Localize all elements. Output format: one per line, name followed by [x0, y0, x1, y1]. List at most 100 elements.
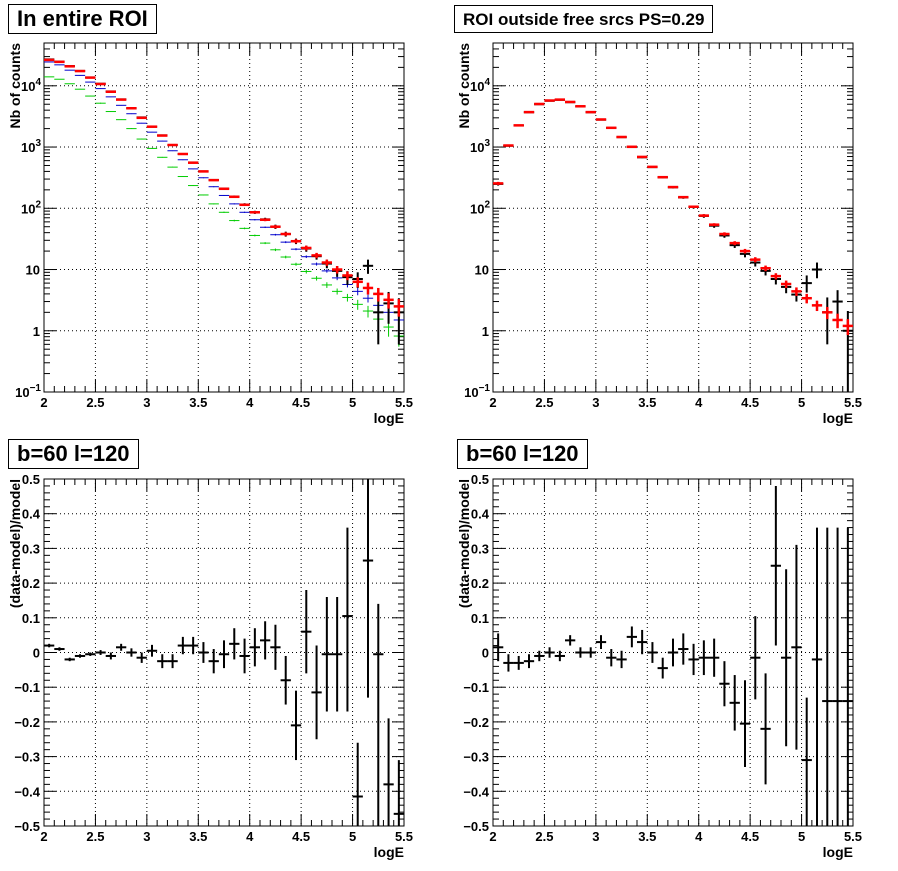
- data-point: [719, 661, 730, 707]
- data-point: [301, 590, 312, 674]
- data-point: [146, 147, 158, 149]
- data-point: [811, 300, 823, 312]
- x-axis-label: logE: [374, 410, 404, 426]
- data-point: [188, 636, 199, 655]
- series-blue: [44, 61, 404, 329]
- data-point: [362, 305, 374, 318]
- y-axis-label: Nb of counts: [456, 43, 472, 129]
- data-point: [208, 649, 219, 674]
- x-tick-label: 5.5: [395, 395, 413, 410]
- y-tick-label: −0.4: [14, 784, 40, 799]
- data-point: [729, 241, 740, 246]
- data-point: [136, 652, 147, 663]
- data-point: [249, 219, 260, 221]
- data-point: [342, 293, 353, 302]
- data-point: [301, 245, 312, 251]
- data-point: [760, 673, 771, 785]
- data-point: [239, 227, 250, 230]
- data-point: [136, 138, 147, 140]
- data-point: [311, 276, 322, 281]
- x-tick-label: 4: [246, 829, 254, 844]
- chart-svg: 2 2.5 3 3.5 4 4.5 5 5.5 10−1 1 10 102 103 104 logE Nb o…: [456, 42, 862, 426]
- data-point: [260, 218, 271, 222]
- data-point: [136, 122, 147, 124]
- data-point: [342, 527, 353, 712]
- data-point: [188, 161, 199, 164]
- data-point: [352, 287, 363, 296]
- data-point: [198, 177, 209, 179]
- data-point: [85, 652, 96, 656]
- y-tick-label: 103: [470, 138, 490, 155]
- x-tick-label: 2: [40, 395, 47, 410]
- data-point: [95, 650, 106, 655]
- data-point: [678, 633, 689, 665]
- data-point: [146, 125, 158, 128]
- x-tick-labels: 2 2.5 3 3.5 4 4.5 5 5.5: [489, 395, 862, 410]
- data-point: [218, 194, 230, 196]
- data-point: [688, 643, 699, 676]
- data-point: [801, 293, 812, 304]
- data-point: [280, 241, 291, 244]
- x-tick-label: 3.5: [638, 829, 656, 844]
- x-tick-label: 3: [143, 829, 150, 844]
- y-tick-label: 10: [475, 263, 489, 278]
- data-point: [544, 99, 555, 102]
- data-point: [647, 642, 658, 663]
- y-tick-label: 0.1: [22, 611, 40, 626]
- data-point: [249, 628, 260, 667]
- x-tick-label: 3: [592, 829, 599, 844]
- data-point: [565, 100, 576, 104]
- y-tick-label: −0.2: [463, 715, 489, 730]
- data-point: [667, 185, 679, 189]
- y-tick-label: −0.2: [14, 715, 40, 730]
- data-point: [842, 527, 853, 826]
- data-point: [239, 203, 250, 207]
- y-tick-label: −0.5: [14, 819, 40, 834]
- chart-svg: 2 2.5 3 3.5 4 4.5 5 5.5 −0.5 −0.4 −0.3 −0.2 −0.1 0 0.1…: [7, 472, 413, 860]
- axis-ticks: [492, 42, 854, 393]
- data-point: [239, 638, 250, 674]
- data-point: [290, 690, 302, 761]
- y-tick-label: 103: [21, 138, 41, 155]
- data-point: [105, 111, 116, 113]
- x-tick-label: 2.5: [535, 395, 553, 410]
- data-point: [167, 166, 178, 168]
- data-point: [362, 294, 374, 303]
- data-point: [311, 252, 322, 259]
- data-point: [188, 168, 199, 170]
- y-axis-label: (data-model)/model: [456, 479, 472, 608]
- series-black: [493, 98, 853, 392]
- data-point: [493, 633, 504, 662]
- data-point: [760, 265, 771, 272]
- series-black: [44, 479, 404, 826]
- data-point: [657, 175, 668, 179]
- data-point: [311, 262, 322, 266]
- data-point: [832, 527, 843, 826]
- data-point: [554, 98, 565, 101]
- data-point: [822, 527, 833, 826]
- y-tick-label: 0.3: [471, 541, 489, 556]
- data-point: [290, 248, 302, 251]
- y-tick-label: 1: [33, 324, 40, 339]
- data-point: [177, 176, 188, 178]
- data-point: [811, 527, 823, 826]
- x-tick-label: 4.5: [292, 395, 310, 410]
- plot-panel-counts-outside-free-srcs: 2 2.5 3 3.5 4 4.5 5 5.5 10−1 1 10 102 103 104 logE Nb o…: [449, 0, 898, 435]
- data-point: [280, 655, 291, 705]
- data-point: [801, 697, 812, 826]
- data-point: [729, 675, 740, 731]
- data-point: [208, 203, 219, 205]
- data-point: [362, 259, 374, 274]
- data-point: [136, 116, 147, 120]
- x-tick-label: 2: [40, 829, 47, 844]
- x-tick-label: 4: [246, 395, 254, 410]
- data-point: [229, 628, 240, 660]
- data-point: [688, 205, 699, 209]
- data-point: [373, 603, 384, 826]
- x-axis-label: logE: [823, 844, 853, 860]
- data-point: [218, 211, 230, 213]
- data-point: [95, 88, 106, 90]
- y-tick-label: 10−1: [15, 383, 41, 400]
- x-tick-label: 2: [489, 395, 496, 410]
- x-tick-label: 4: [695, 395, 703, 410]
